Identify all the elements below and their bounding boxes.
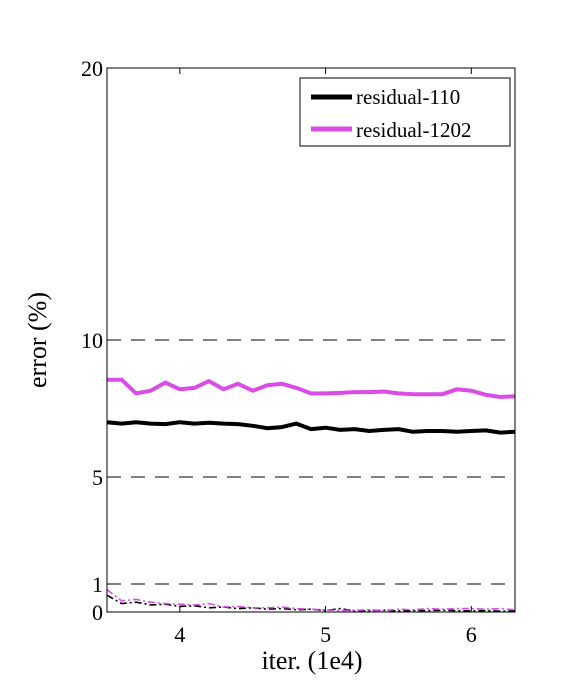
y-axis-label: error (%) [23,292,52,388]
y-tick-label-5: 5 [92,465,103,490]
y-tick-label-0: 0 [92,600,103,625]
y-axis-ticks: 0 1 5 10 20 [81,56,113,625]
legend-label-residual-1202: residual-1202 [356,118,471,142]
series-line-residual-110 [106,420,516,435]
x-axis-label: iter. (1e4) [261,646,362,675]
series-line-secondary-2 [106,594,516,613]
x-axis-ticks: 4 5 6 [174,68,477,647]
y-tick-label-1: 1 [92,572,103,597]
legend-label-residual-110: residual-110 [356,85,460,109]
series-line-residual-1202 [107,377,516,399]
series-line-secondary-3 [106,588,516,612]
legend: residual-110 residual-1202 [299,77,511,147]
x-tick-label-6: 6 [466,622,477,647]
y-tick-label-10: 10 [81,328,103,353]
y-tick-label-20: 20 [81,56,103,81]
x-tick-label-5: 5 [320,622,331,647]
legend-box [299,77,511,147]
series-lines [106,377,516,613]
x-tick-label-4: 4 [174,622,185,647]
